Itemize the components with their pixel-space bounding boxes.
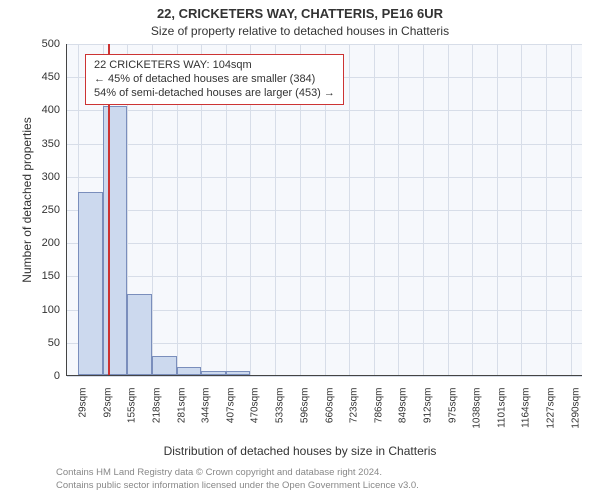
x-tick-label: 533sqm xyxy=(275,388,286,448)
callout-line: 22 CRICKETERS WAY: 104sqm xyxy=(94,59,335,73)
histogram-bar xyxy=(103,106,128,375)
x-tick-label: 849sqm xyxy=(398,388,409,448)
gridline-vertical xyxy=(398,44,399,375)
gridline-vertical xyxy=(374,44,375,375)
callout-line: ← 45% of detached houses are smaller (38… xyxy=(94,73,335,87)
gridline-vertical xyxy=(497,44,498,375)
gridline-vertical xyxy=(448,44,449,375)
x-tick-label: 92sqm xyxy=(102,388,113,448)
x-tick-label: 1038sqm xyxy=(472,388,483,448)
chart-title: 22, CRICKETERS WAY, CHATTERIS, PE16 6UR xyxy=(0,6,600,21)
histogram-bar xyxy=(152,356,177,375)
x-tick-label: 786sqm xyxy=(373,388,384,448)
x-tick-label: 1164sqm xyxy=(521,388,532,448)
x-tick-label: 1290sqm xyxy=(570,388,581,448)
histogram-bar xyxy=(78,192,103,375)
histogram-bar xyxy=(201,371,226,375)
y-tick-label: 0 xyxy=(24,370,60,382)
y-tick-label: 200 xyxy=(24,237,60,249)
plot-area: 22 CRICKETERS WAY: 104sqm← 45% of detach… xyxy=(66,44,582,376)
y-tick-label: 450 xyxy=(24,71,60,83)
histogram-bar xyxy=(177,367,202,375)
gridline-vertical xyxy=(521,44,522,375)
callout-line: 54% of semi-detached houses are larger (… xyxy=(94,87,335,101)
y-axis-label: Number of detached properties xyxy=(20,60,34,340)
y-tick-label: 300 xyxy=(24,171,60,183)
x-tick-label: 344sqm xyxy=(201,388,212,448)
y-tick-label: 250 xyxy=(24,204,60,216)
x-tick-label: 975sqm xyxy=(447,388,458,448)
x-tick-label: 596sqm xyxy=(299,388,310,448)
x-tick-label: 912sqm xyxy=(422,388,433,448)
y-tick-label: 50 xyxy=(24,337,60,349)
gridline-vertical xyxy=(546,44,547,375)
y-tick-label: 100 xyxy=(24,304,60,316)
x-tick-label: 723sqm xyxy=(349,388,360,448)
x-tick-label: 1101sqm xyxy=(496,388,507,448)
credits-line-2: Contains public sector information licen… xyxy=(56,479,600,492)
x-tick-label: 281sqm xyxy=(176,388,187,448)
y-tick-label: 500 xyxy=(24,38,60,50)
x-tick-label: 470sqm xyxy=(250,388,261,448)
x-tick-label: 218sqm xyxy=(152,388,163,448)
y-tick-label: 350 xyxy=(24,138,60,150)
gridline-vertical xyxy=(472,44,473,375)
x-tick-label: 660sqm xyxy=(324,388,335,448)
x-tick-label: 29sqm xyxy=(78,388,89,448)
y-tick-label: 400 xyxy=(24,104,60,116)
histogram-bar xyxy=(127,294,152,375)
gridline-vertical xyxy=(423,44,424,375)
credits-block: Contains HM Land Registry data © Crown c… xyxy=(56,466,600,492)
chart-subtitle: Size of property relative to detached ho… xyxy=(0,24,600,38)
histogram-bar xyxy=(226,371,251,375)
x-tick-label: 155sqm xyxy=(127,388,138,448)
gridline-vertical xyxy=(571,44,572,375)
x-tick-label: 1227sqm xyxy=(545,388,556,448)
credits-line-1: Contains HM Land Registry data © Crown c… xyxy=(56,466,600,479)
y-tick-label: 150 xyxy=(24,270,60,282)
chart-container: 22, CRICKETERS WAY, CHATTERIS, PE16 6UR … xyxy=(0,0,600,500)
gridline-horizontal xyxy=(67,376,582,377)
gridline-vertical xyxy=(349,44,350,375)
x-tick-label: 407sqm xyxy=(225,388,236,448)
callout-box: 22 CRICKETERS WAY: 104sqm← 45% of detach… xyxy=(85,54,344,105)
